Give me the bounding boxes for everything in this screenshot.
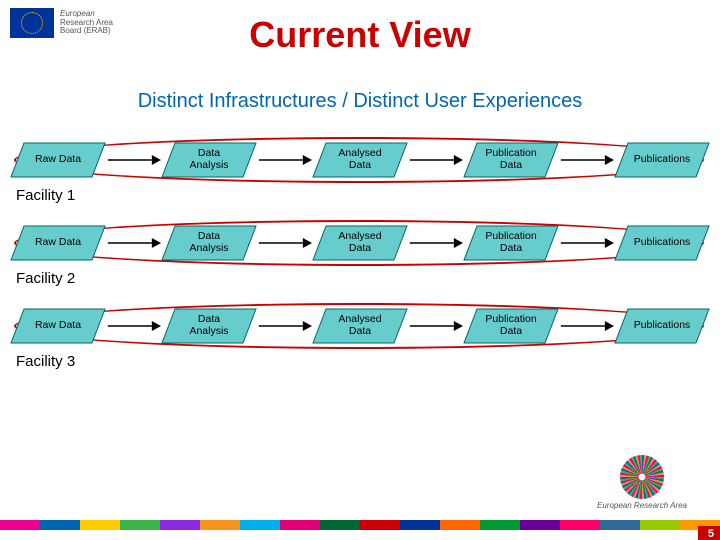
header-logo: European Research Area Board (ERAB) [10, 8, 113, 38]
stripe-segment [400, 520, 440, 530]
facility-label: Facility 1 [16, 187, 720, 204]
flow-node: Raw Data [10, 225, 106, 261]
flow-node: Publication Data [463, 308, 559, 344]
arrow-icon [106, 308, 161, 344]
flow: Raw Data Data Analysis Analysed Data Public… [10, 141, 710, 179]
stripe-segment [320, 520, 360, 530]
flow-node-label: Publications [614, 308, 710, 344]
flow-node-label: Analysed Data [312, 308, 408, 344]
stripe-segment [80, 520, 120, 530]
flow-node-label: Raw Data [10, 142, 106, 178]
stripe-segment [640, 520, 680, 530]
page-number: 5 [708, 528, 714, 540]
flow-node: Raw Data [10, 142, 106, 178]
flow-node-label: Publication Data [463, 225, 559, 261]
stripe-segment [240, 520, 280, 530]
arrow-icon [106, 225, 161, 261]
diagram-area: Raw Data Data Analysis Analysed Data Public… [0, 135, 720, 370]
flow-row: Raw Data Data Analysis Analysed Data Public… [10, 218, 710, 268]
stripe-segment [480, 520, 520, 530]
stripe-segment [360, 520, 400, 530]
flow: Raw Data Data Analysis Analysed Data Public… [10, 224, 710, 262]
flow-node: Analysed Data [312, 308, 408, 344]
stripe-segment [560, 520, 600, 530]
stripe-segment [280, 520, 320, 530]
arrow-icon [559, 308, 614, 344]
flow-row: Raw Data Data Analysis Analysed Data Public… [10, 135, 710, 185]
footer-stripe [0, 520, 720, 530]
flow-node-label: Raw Data [10, 308, 106, 344]
flow-node-label: Data Analysis [161, 225, 257, 261]
flow-node: Publication Data [463, 225, 559, 261]
stripe-segment [120, 520, 160, 530]
flow-node-label: Raw Data [10, 225, 106, 261]
facility-label: Facility 2 [16, 270, 720, 287]
arrow-icon [408, 142, 463, 178]
flow-node-label: Publications [614, 225, 710, 261]
stripe-segment [200, 520, 240, 530]
flow-node-label: Publication Data [463, 308, 559, 344]
era-label: European Research Area [597, 501, 687, 510]
flow: Raw Data Data Analysis Analysed Data Public… [10, 307, 710, 345]
flow-node: Publications [614, 142, 710, 178]
flow-node: Publication Data [463, 142, 559, 178]
arrow-icon [559, 142, 614, 178]
era-logo: European Research Area [582, 455, 702, 510]
flow-node: Analysed Data [312, 142, 408, 178]
stripe-segment [520, 520, 560, 530]
flow-row: Raw Data Data Analysis Analysed Data Public… [10, 301, 710, 351]
arrow-icon [408, 225, 463, 261]
stripe-segment [600, 520, 640, 530]
flow-node: Raw Data [10, 308, 106, 344]
stripe-segment [40, 520, 80, 530]
slide-subtitle: Distinct Infrastructures / Distinct User… [0, 90, 720, 113]
flow-node: Publications [614, 225, 710, 261]
flow-node: Analysed Data [312, 225, 408, 261]
eu-flag-icon [10, 8, 54, 38]
arrow-icon [257, 142, 312, 178]
arrow-icon [559, 225, 614, 261]
arrow-icon [106, 142, 161, 178]
stripe-segment [0, 520, 40, 530]
arrow-icon [257, 308, 312, 344]
stripe-segment [160, 520, 200, 530]
flow-node: Data Analysis [161, 225, 257, 261]
flow-node-label: Analysed Data [312, 225, 408, 261]
logo-line-3: Board (ERAB) [60, 27, 113, 36]
flow-node: Publications [614, 308, 710, 344]
flow-node-label: Analysed Data [312, 142, 408, 178]
flow-node: Data Analysis [161, 142, 257, 178]
era-burst-icon [620, 455, 664, 499]
arrow-icon [408, 308, 463, 344]
logo-text: European Research Area Board (ERAB) [60, 10, 113, 36]
flow-node-label: Publication Data [463, 142, 559, 178]
facility-label: Facility 3 [16, 353, 720, 370]
flow-node-label: Data Analysis [161, 308, 257, 344]
flow-node-label: Data Analysis [161, 142, 257, 178]
stripe-segment [440, 520, 480, 530]
flow-node-label: Publications [614, 142, 710, 178]
flow-node: Data Analysis [161, 308, 257, 344]
arrow-icon [257, 225, 312, 261]
